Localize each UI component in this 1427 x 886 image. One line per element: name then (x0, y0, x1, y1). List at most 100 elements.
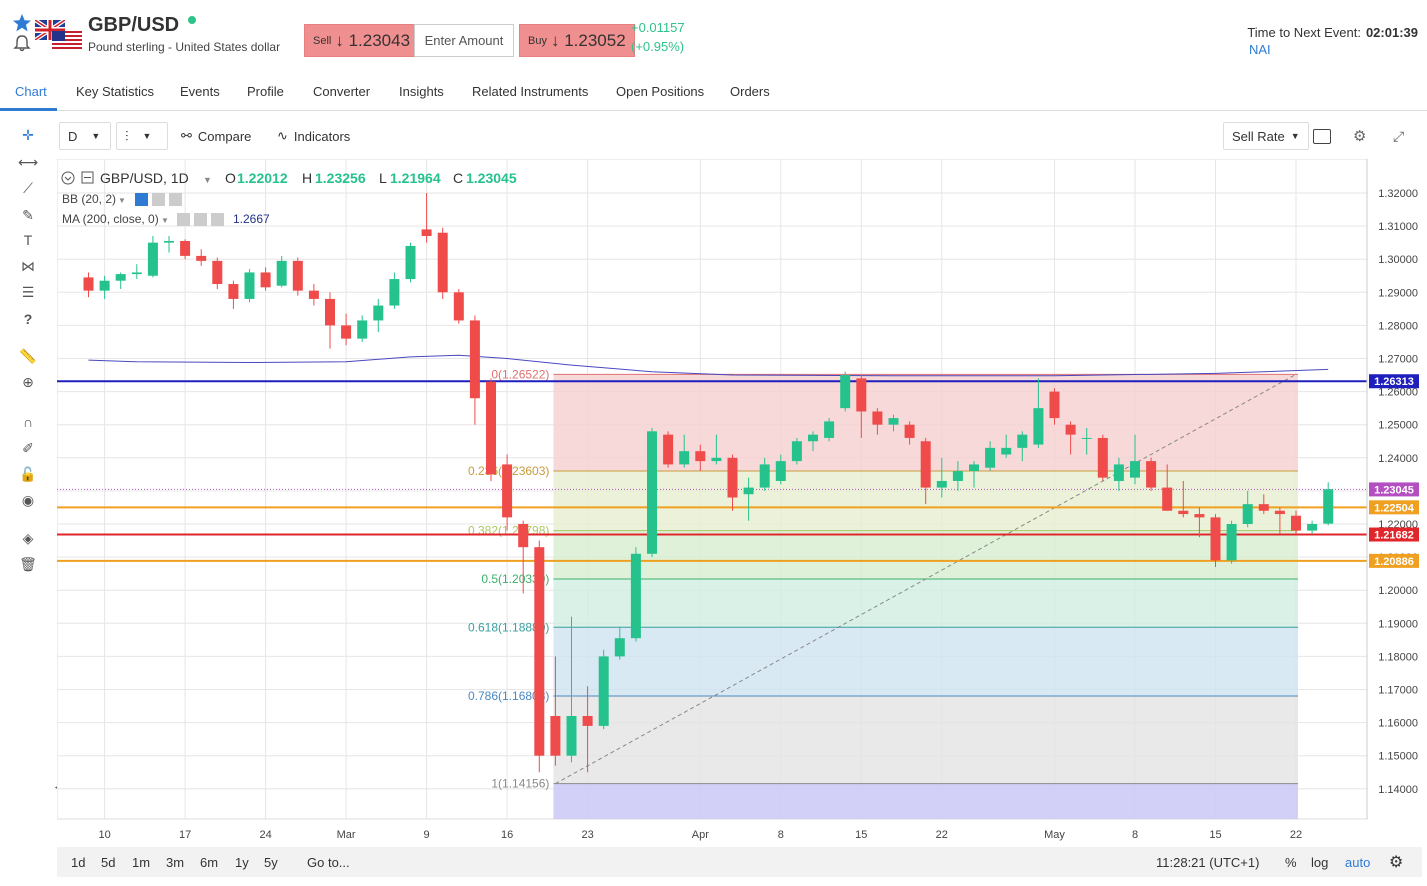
range-1d[interactable]: 1d (71, 855, 86, 870)
tab-open-positions[interactable]: Open Positions (616, 84, 705, 99)
bb-settings-icon[interactable] (152, 193, 165, 206)
layers-icon[interactable]: ◈ (22, 530, 34, 546)
tab-events[interactable]: Events (180, 84, 220, 99)
drawing-toolbar: ✛ ⟷ ⟋ ✎ T ⋈ ☰ ? 📏 ⊕ ∩ ✐ 🔓 ◉ ◈ 🗑 ◂ (0, 122, 59, 882)
candle-body (1017, 434, 1028, 448)
lock-icon[interactable]: 🔓 (19, 466, 37, 482)
ma-remove-icon[interactable] (211, 213, 224, 226)
ruler-icon[interactable]: 📏 (19, 348, 37, 364)
magnet-icon[interactable]: ∩ (22, 414, 34, 430)
text-tool-icon[interactable]: T (23, 232, 33, 248)
tab-chart[interactable]: Chart (15, 84, 47, 99)
indicators-icon: ∿ (277, 128, 288, 143)
tab-orders[interactable]: Orders (730, 84, 770, 99)
legend-minimize-icon[interactable] (81, 171, 94, 184)
range-1m[interactable]: 1m (132, 855, 151, 870)
interval-select[interactable]: D ▼ (59, 122, 111, 150)
percent-scale-toggle[interactable]: % (1285, 855, 1297, 870)
log-scale-toggle[interactable]: log (1311, 855, 1329, 870)
indicators-button[interactable]: ∿ Indicators (277, 122, 350, 150)
ma-settings-icon[interactable] (194, 213, 207, 226)
fib-trend-line (555, 373, 1297, 785)
legend-title: GBP/USD, 1D (100, 170, 189, 186)
price-tag-label: 1.21682 (1374, 530, 1414, 542)
range-3m[interactable]: 3m (166, 855, 185, 870)
horizontal-line-tool-icon[interactable]: ⟷ (18, 154, 39, 170)
bell-icon[interactable] (12, 33, 32, 53)
fibonacci-retracement[interactable]: 0(1.26522)0.236(1.23603)0.382(1.21798)0.… (468, 367, 1298, 819)
tab-profile[interactable]: Profile (247, 84, 284, 99)
candle-body (1001, 447, 1012, 455)
range-1y[interactable]: 1y (235, 855, 249, 870)
range-6m[interactable]: 6m (200, 855, 219, 870)
time-tick-label: Mar (337, 829, 356, 841)
buy-label: Buy (528, 34, 547, 47)
chart-clock[interactable]: 11:28:21 (UTC+1) (1156, 855, 1260, 870)
price-axis[interactable]: 1.32000 1.31000 1.30000 1.29000 1.28000 1.270… (1366, 159, 1419, 819)
bb-remove-icon[interactable] (169, 193, 182, 206)
chevron-down-icon[interactable]: ▼ (203, 175, 212, 185)
price-type-select[interactable]: Sell Rate ▼ (1223, 122, 1309, 150)
horizontal-lines[interactable] (57, 380, 1367, 562)
pattern-tool-icon[interactable]: ⋈ (21, 258, 35, 274)
next-event-time: 02:01:39 (1365, 25, 1418, 40)
gear-icon[interactable]: ⚙ (1389, 854, 1404, 871)
chart-type-select[interactable]: ⫶ ▼ (116, 122, 168, 150)
price-tick-label: 1.15000 (1378, 751, 1418, 763)
candle-body (212, 260, 223, 285)
expand-button[interactable]: ⤢ (1393, 122, 1404, 150)
crosshair-icon[interactable]: ✛ (22, 127, 34, 143)
auto-scale-toggle[interactable]: auto (1345, 855, 1371, 870)
legend-open-label: O (225, 170, 236, 186)
legend-collapse-icon[interactable] (61, 171, 75, 185)
candle-body (1274, 510, 1285, 515)
range-5y[interactable]: 5y (264, 855, 278, 870)
eye-icon[interactable]: ◉ (21, 492, 35, 508)
candle-body (131, 272, 142, 275)
tab-insights[interactable]: Insights (399, 84, 444, 99)
price-chart[interactable]: 0(1.26522)0.236(1.23603)0.382(1.21798)0.… (57, 159, 1422, 844)
bb-visibility-icon[interactable] (135, 193, 148, 206)
fib-level-label: 0.786(1.16803) (468, 689, 549, 703)
lock-drawing-icon[interactable]: ✐ (22, 440, 34, 456)
fib-tool-icon[interactable]: ☰ (21, 284, 35, 300)
trash-icon[interactable]: 🗑 (19, 556, 37, 572)
trend-line-tool-icon[interactable]: ⟋ (23, 180, 33, 196)
candle-body (888, 418, 899, 425)
settings-button[interactable]: ⚙ (1353, 122, 1366, 150)
price-tag (1369, 553, 1419, 568)
brush-tool-icon[interactable]: ✎ (22, 207, 34, 223)
range-5d[interactable]: 5d (101, 855, 116, 870)
fullscreen-frame-button[interactable] (1313, 122, 1331, 150)
instrument-tabs: Chart Key Statistics Events Profile Conv… (0, 75, 1427, 111)
candle-body (1178, 510, 1189, 515)
amount-input[interactable]: Enter Amount (414, 24, 514, 57)
candle-body (904, 424, 915, 438)
goto-date-button[interactable]: Go to... (307, 855, 350, 870)
candle-body (872, 411, 883, 425)
tab-related-instruments[interactable]: Related Instruments (472, 84, 589, 99)
time-tick-label: 9 (424, 829, 430, 841)
chart-toolbar: D ▼ ⫶ ▼ ⚯ Compare ∿ Indicators Sell Rate… (57, 122, 1422, 152)
time-axis[interactable]: 10 17 24 Mar 9 16 23 Apr 8 15 22 May 8 15 22 (98, 829, 1302, 841)
buy-button[interactable]: Buy ↓ 1.23052 (519, 24, 635, 57)
chevron-down-icon[interactable]: ▼ (161, 216, 169, 225)
compare-button[interactable]: ⚯ Compare (181, 122, 251, 150)
candle-body (1226, 524, 1237, 561)
zoom-icon[interactable]: ⊕ (22, 374, 34, 390)
candles-icon: ⫶ (125, 127, 129, 144)
fib-band-extension (553, 783, 1298, 819)
ma-visibility-icon[interactable] (177, 213, 190, 226)
candle-body (341, 325, 352, 339)
star-icon[interactable] (12, 13, 32, 33)
expand-icon: ⤢ (1393, 127, 1405, 144)
help-icon[interactable]: ? (23, 311, 33, 327)
chevron-down-icon[interactable]: ▼ (118, 196, 126, 205)
candle-body (743, 487, 754, 495)
next-event-name[interactable]: NAI (1249, 42, 1271, 57)
sell-button[interactable]: Sell ↓ 1.23043 (304, 24, 420, 57)
tab-key-statistics[interactable]: Key Statistics (76, 84, 155, 99)
candle-body (566, 715, 577, 756)
tab-converter[interactable]: Converter (313, 84, 371, 99)
uk-flag-icon (35, 20, 65, 40)
